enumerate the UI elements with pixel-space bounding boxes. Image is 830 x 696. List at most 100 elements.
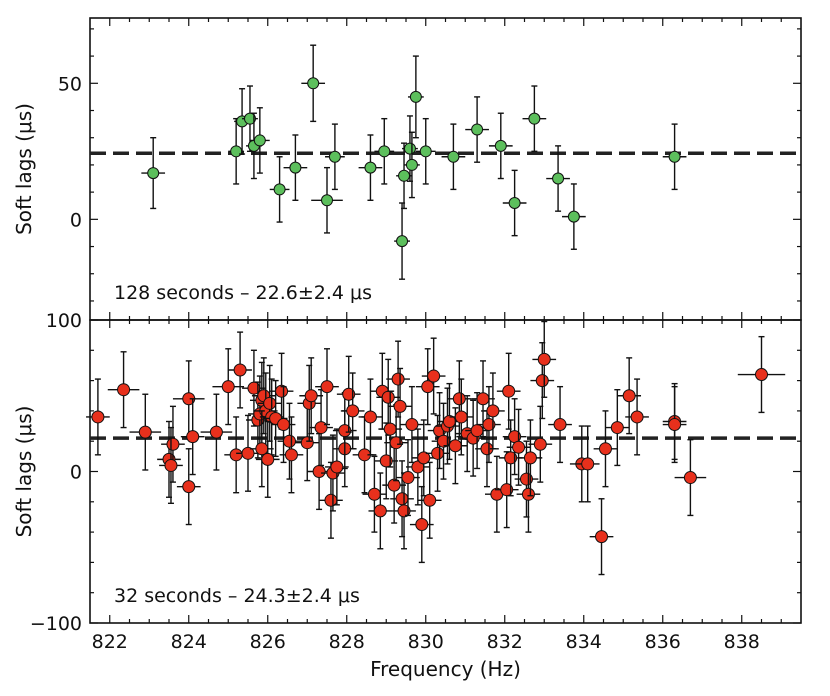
marker (373, 504, 387, 518)
marker (253, 134, 266, 147)
marker (164, 458, 178, 472)
marker (610, 421, 624, 435)
bottom-data-point-23 (255, 420, 280, 498)
marker (282, 434, 296, 448)
top-data-point-14 (396, 142, 412, 210)
marker (421, 380, 435, 394)
marker (668, 150, 681, 163)
marker (263, 396, 277, 410)
marker (147, 167, 160, 180)
top-data-point-16 (404, 131, 420, 199)
bottom-data-point-90 (532, 320, 557, 398)
panel-bottom: −100 0 100 822 824 826 828 830 832 834 836 838 32 se… (12, 310, 802, 681)
marker (273, 183, 286, 196)
bottom-data-point-77 (477, 385, 501, 464)
top-data-point-24 (546, 145, 570, 212)
bottom-data-point-20 (257, 364, 282, 442)
bottom-data-point-55 (392, 472, 416, 550)
marker (186, 430, 200, 444)
top-data-point-25 (562, 183, 586, 250)
bottom-data-point-49 (378, 390, 403, 468)
bottom-data-point-93 (575, 425, 600, 503)
marker (504, 451, 518, 465)
marker (452, 392, 466, 406)
bottom-data-point-102 (737, 335, 786, 414)
bottom-data-point-101 (674, 438, 707, 517)
marker (528, 112, 541, 125)
marker (364, 161, 377, 174)
bottom-annotation: 32 seconds – 24.3±2.4 μs (114, 585, 360, 607)
bottom-data-point-31 (299, 357, 324, 435)
marker (523, 451, 537, 465)
bottom-data-point-10 (212, 348, 245, 426)
marker (383, 422, 397, 436)
marker (683, 471, 697, 485)
bottom-data-point-12 (224, 416, 248, 494)
bottom-data-point-25 (269, 352, 294, 430)
top-data-point-6 (269, 156, 290, 223)
xtick-label-8: 838 (724, 631, 760, 653)
bottom-data-point-34 (315, 348, 339, 426)
marker (405, 158, 418, 171)
bottom-data-point-98 (625, 378, 649, 456)
marker (378, 145, 391, 158)
top-data-point-5 (249, 107, 270, 174)
marker (367, 487, 381, 501)
marker (448, 439, 462, 453)
bottom-data-point-95 (593, 410, 618, 488)
marker (447, 150, 460, 163)
bottom-ytick-label-0: −100 (30, 613, 82, 635)
marker (381, 390, 395, 404)
bottom-data-point-100 (662, 385, 687, 464)
xtick-label-6: 834 (566, 631, 602, 653)
marker (553, 418, 567, 432)
marker (598, 442, 612, 456)
marker (454, 410, 468, 424)
marker (289, 161, 302, 174)
bottom-data-point-9 (200, 393, 233, 471)
marker (415, 518, 429, 532)
marker (229, 448, 243, 462)
marker (486, 404, 500, 418)
marker (277, 418, 291, 432)
marker (482, 418, 496, 432)
marker (346, 404, 360, 418)
marker (321, 194, 333, 207)
bottom-data-point-56 (396, 438, 420, 517)
marker (379, 454, 393, 468)
marker (419, 145, 432, 158)
marker (395, 492, 409, 506)
bottom-data-point-91 (548, 385, 572, 464)
marker (389, 436, 403, 450)
marker (138, 425, 152, 439)
bottom-data-point-37 (325, 428, 349, 506)
bottom-data-point-78 (481, 372, 505, 450)
bottom-data-point-53 (388, 367, 412, 445)
bottom-data-point-57 (400, 385, 424, 464)
xtick-label-5: 832 (487, 631, 523, 653)
top-annotation: 128 seconds – 22.6±2.4 μs (114, 282, 372, 304)
top-ylabel: Soft lags (μs) (12, 103, 36, 235)
bottom-data-point-7 (180, 398, 205, 476)
marker (622, 389, 636, 403)
bottom-data-point-96 (605, 388, 630, 467)
top-data-point-22 (502, 169, 527, 237)
marker (209, 425, 223, 439)
xtick-label-2: 826 (250, 631, 286, 653)
top-data-point-20 (465, 96, 489, 163)
marker (91, 410, 105, 424)
bottom-data-point-13 (236, 414, 260, 492)
bottom-data-point-41 (340, 372, 365, 450)
bottom-data-point-81 (496, 352, 521, 430)
bottom-data-point-8 (176, 448, 201, 526)
xtick-label-0: 822 (92, 631, 128, 653)
bottom-ytick-label-2: 100 (46, 310, 82, 332)
top-data-point-8 (301, 44, 326, 123)
top-data-point-17 (407, 55, 424, 139)
bottom-data-point-58 (406, 428, 430, 506)
marker (342, 387, 356, 401)
bottom-data-point-70 (447, 360, 472, 438)
marker (241, 446, 255, 460)
marker (423, 493, 437, 507)
